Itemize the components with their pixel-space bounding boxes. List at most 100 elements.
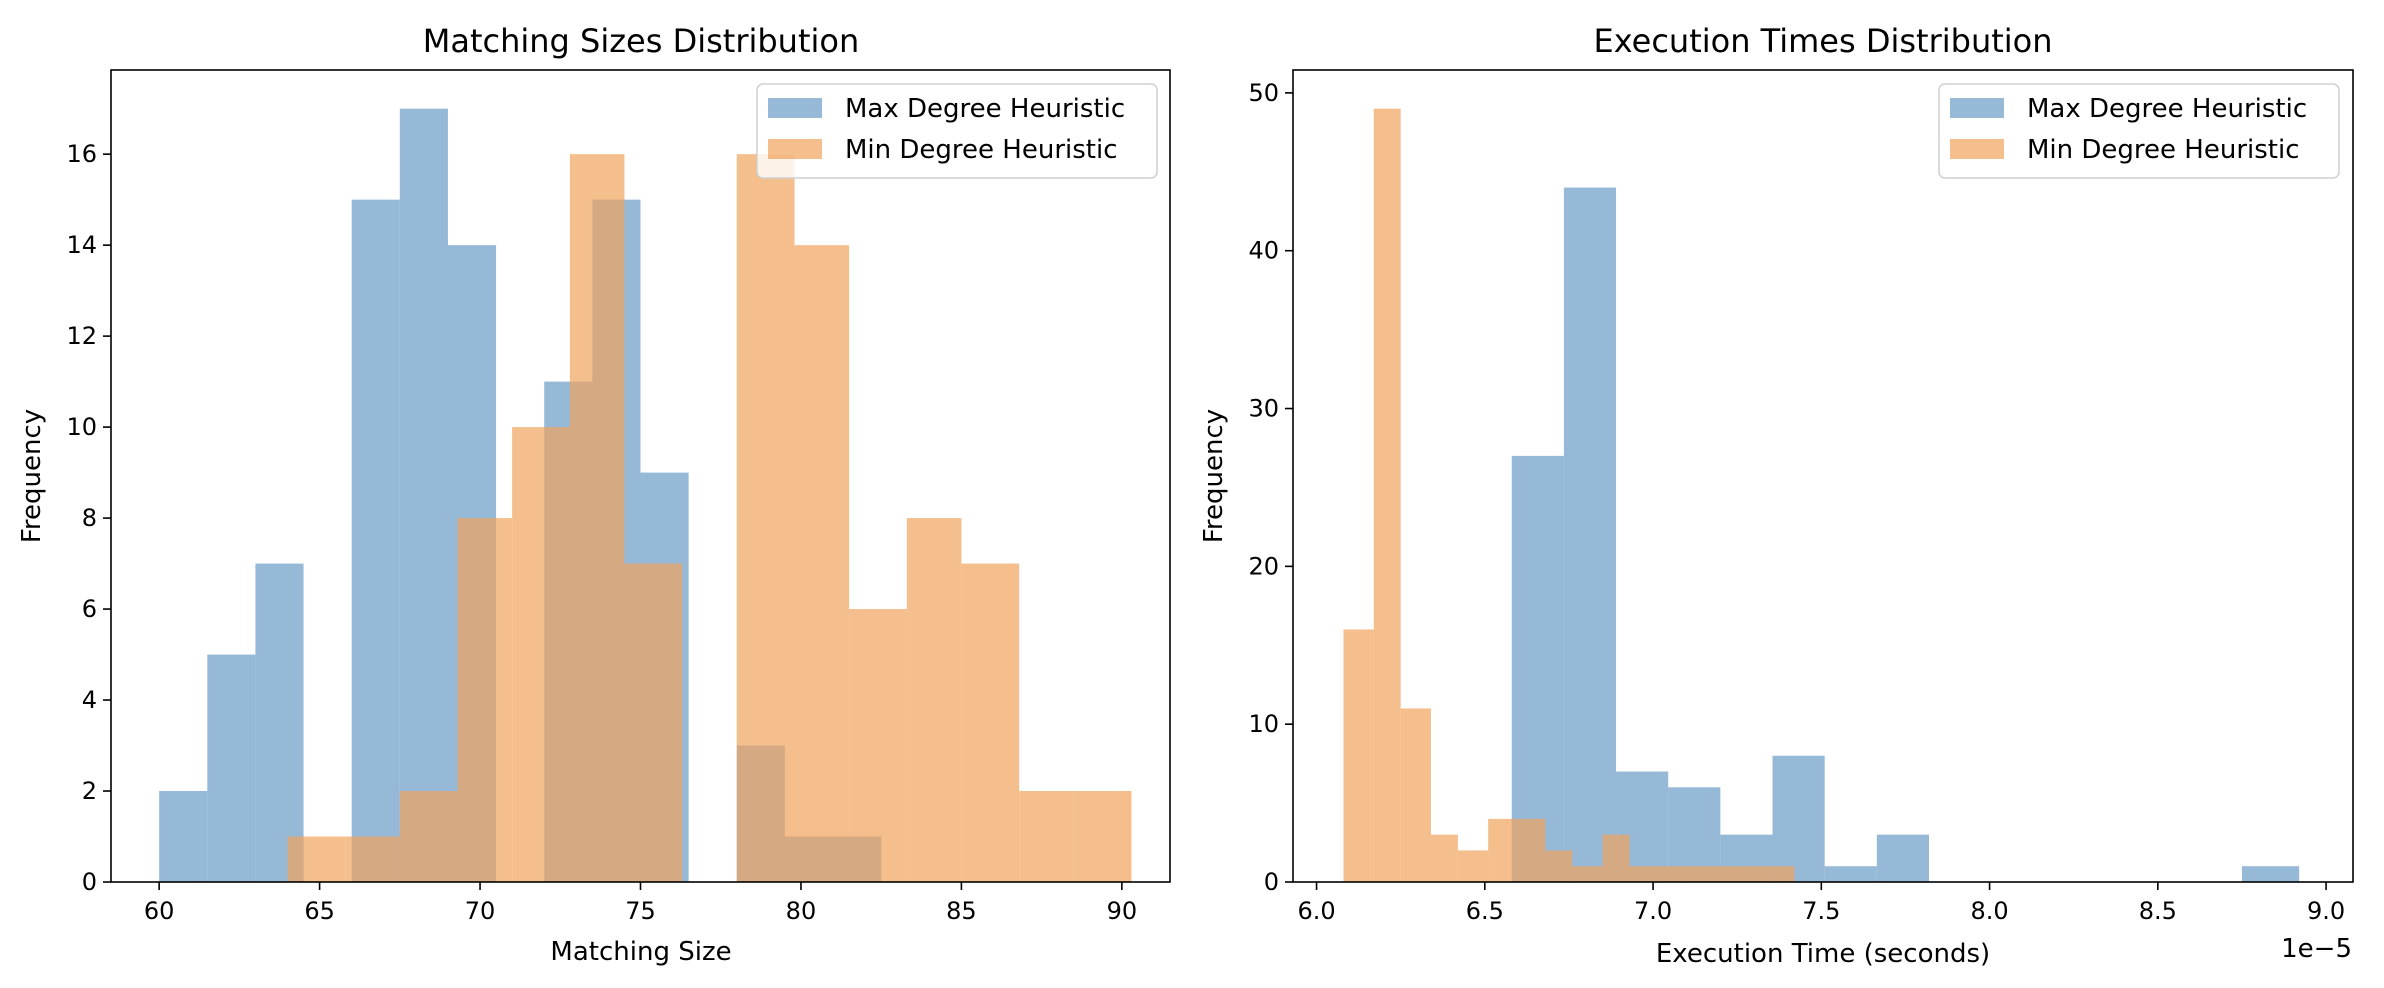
histogram-bar-min-degree (287, 836, 346, 882)
y-axis-ticks: 0 10 20 30 40 50 (1248, 79, 1293, 896)
histogram-bar-min-degree (794, 245, 850, 882)
histogram-bar-max-degree (1824, 866, 1877, 882)
legend-swatch-max-degree (1950, 98, 2004, 118)
histogram-bar-max-degree (399, 108, 448, 883)
histogram-bar-min-degree (1400, 708, 1431, 882)
histogram-bar-max-degree (1563, 187, 1617, 882)
legend-label-min-degree: Min Degree Heuristic (845, 135, 1118, 165)
histogram-bar-max-degree (1668, 787, 1721, 882)
histogram-bar-min-degree (1343, 629, 1374, 882)
histogram-bar-max-degree (159, 791, 208, 882)
histogram-bar-min-degree (1019, 791, 1074, 882)
y-tick-label: 40 (1248, 237, 1279, 265)
histogram-bar-min-degree (849, 609, 907, 882)
chart-panel-matching-sizes: Matching Sizes Distribution 60 65 70 75 80 85… (17, 22, 1171, 967)
y-tick-label: 12 (66, 322, 97, 350)
y-tick-label: 10 (1248, 710, 1279, 738)
histogram-bar-min-degree (399, 791, 458, 882)
histogram-bar-min-degree (736, 154, 795, 882)
x-axis-ticks: 60 65 70 75 80 85 90 (144, 882, 1137, 925)
histogram-bar-max-degree (255, 563, 304, 882)
histogram-bar-max-degree (1876, 834, 1929, 882)
chart-title: Matching Sizes Distribution (423, 22, 860, 60)
x-tick-label: 8.5 (2139, 897, 2177, 925)
legend: Max Degree Heuristic Min Degree Heuristi… (756, 83, 1158, 179)
legend: Max Degree Heuristic Min Degree Heuristi… (1938, 83, 2340, 179)
histogram-bar-min-degree (1073, 791, 1132, 882)
histogram-bar-max-degree (1511, 455, 1564, 882)
histogram-bar-min-degree (906, 518, 962, 882)
histogram-bar-min-degree (512, 427, 570, 882)
y-tick-label: 50 (1248, 79, 1279, 107)
x-tick-label: 90 (1107, 897, 1138, 925)
x-tick-label: 80 (786, 897, 817, 925)
histogram-bar-min-degree (1659, 866, 1687, 882)
legend-label-max-degree: Max Degree Heuristic (2027, 94, 2307, 124)
histogram-bar-min-degree (457, 518, 513, 882)
x-axis-ticks: 6.0 6.5 7.0 7.5 8.0 8.5 9.0 (1297, 882, 2345, 925)
x-tick-label: 70 (465, 897, 496, 925)
x-tick-label: 65 (304, 897, 335, 925)
chart-panel-execution-times: Execution Times Distribution 6.0 6.5 7.0 7.… (1199, 22, 2354, 969)
histogram-bar-min-degree (1743, 866, 1775, 882)
histogram-bar-max-degree (207, 654, 256, 882)
x-axis-offset-label: 1e−5 (2281, 934, 2352, 964)
x-axis-label: Matching Size (550, 937, 731, 967)
histogram-bar-max-degree (351, 199, 400, 882)
legend-box (756, 83, 1158, 179)
histogram-bar-min-degree (624, 563, 683, 882)
histogram-bar-max-degree (2241, 866, 2300, 882)
legend-swatch-min-degree (1950, 139, 2004, 159)
y-tick-label: 16 (66, 140, 97, 168)
histogram-bar-min-degree (1430, 834, 1458, 882)
y-tick-label: 30 (1248, 395, 1279, 423)
histogram-bar-min-degree (1545, 850, 1573, 882)
y-tick-label: 14 (66, 231, 97, 259)
y-tick-label: 0 (1264, 868, 1279, 896)
histogram-bar-min-degree (569, 154, 625, 882)
axes-frame (1292, 69, 2354, 883)
histogram-bar-min-degree (1717, 866, 1744, 882)
legend-swatch-min-degree (768, 139, 822, 159)
legend-label-max-degree: Max Degree Heuristic (845, 94, 1125, 124)
y-axis-ticks: 0 2 4 6 8 10 12 14 16 (66, 140, 111, 896)
y-tick-label: 0 (82, 868, 97, 896)
histogram-bar-min-degree (1488, 818, 1516, 882)
histogram-bar-min-degree (1774, 866, 1795, 882)
histogram-bar-min-degree (345, 836, 400, 882)
histogram-bar-min-degree (1572, 866, 1603, 882)
bars-group (159, 108, 1132, 883)
histogram-bar-min-degree (1515, 818, 1546, 882)
x-tick-label: 6.0 (1297, 897, 1335, 925)
y-tick-label: 20 (1248, 552, 1279, 580)
histogram-bar-min-degree (1457, 850, 1489, 882)
y-tick-label: 2 (82, 777, 97, 805)
y-tick-label: 4 (82, 686, 97, 714)
legend-box (1938, 83, 2340, 179)
x-axis-label: Execution Time (seconds) (1656, 939, 1990, 969)
legend-swatch-max-degree (768, 98, 822, 118)
y-tick-label: 8 (82, 504, 97, 532)
x-tick-label: 60 (144, 897, 175, 925)
y-axis-label: Frequency (1199, 409, 1229, 543)
bars-group (1343, 108, 2300, 883)
x-tick-label: 9.0 (2307, 897, 2345, 925)
x-tick-label: 75 (625, 897, 656, 925)
histogram-bar-min-degree (1629, 866, 1660, 882)
histogram-bar-min-degree (961, 563, 1020, 882)
x-tick-label: 7.0 (1634, 897, 1672, 925)
histogram-bar-min-degree (1602, 834, 1630, 882)
x-tick-label: 85 (946, 897, 977, 925)
x-tick-label: 8.0 (1970, 897, 2008, 925)
y-axis-label: Frequency (17, 409, 47, 543)
y-tick-label: 10 (66, 413, 97, 441)
legend-label-min-degree: Min Degree Heuristic (2027, 135, 2300, 165)
x-tick-label: 7.5 (1802, 897, 1840, 925)
histogram-bar-max-degree (1772, 755, 1825, 882)
y-tick-label: 6 (82, 595, 97, 623)
chart-title: Execution Times Distribution (1593, 22, 2052, 60)
histogram-bar-min-degree (1686, 866, 1717, 882)
x-tick-label: 6.5 (1466, 897, 1504, 925)
histogram-bar-min-degree (1373, 108, 1401, 883)
